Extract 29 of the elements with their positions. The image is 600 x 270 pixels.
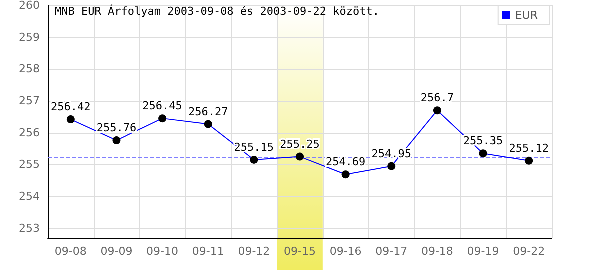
y-tick-label: 258: [19, 62, 40, 76]
y-tick-label: 259: [19, 30, 40, 44]
chart-title: MNB EUR Árfolyam 2003-09-08 és 2003-09-22 között.: [55, 4, 380, 18]
y-tick-label: 253: [19, 222, 40, 235]
x-tick-label: 09-17: [376, 245, 408, 258]
x-tick-label: 09-16: [330, 245, 362, 258]
x-tick-label: 09-18: [421, 245, 454, 258]
data-label: 256.7: [420, 92, 454, 105]
data-label: 255.12: [509, 142, 549, 155]
legend-label: EUR: [515, 9, 538, 22]
x-tick-label: 09-09: [100, 245, 133, 258]
data-label: 256.27: [188, 105, 228, 118]
data-label: 255.76: [96, 122, 137, 135]
y-tick-label: 256: [19, 126, 40, 140]
x-tick-label: 09-12: [238, 245, 270, 258]
x-tick-label: 09-11: [192, 245, 224, 258]
x-tick-label: 09-08: [54, 245, 87, 258]
x-tick-label: 09-10: [146, 245, 179, 258]
x-tick-label: 09-22: [513, 245, 546, 258]
y-tick-label: 260: [19, 0, 40, 12]
y-tick-label: 254: [19, 190, 40, 204]
data-label: 255.25: [280, 138, 320, 151]
y-tick-label: 255: [19, 158, 40, 172]
x-tick-label: 09-15: [284, 245, 316, 258]
data-label: 254.69: [326, 156, 366, 169]
data-label: 256.42: [51, 100, 91, 114]
data-label: 256.45: [142, 100, 182, 113]
x-tick-label: 09-19: [467, 245, 500, 258]
y-tick-label: 257: [19, 94, 40, 108]
